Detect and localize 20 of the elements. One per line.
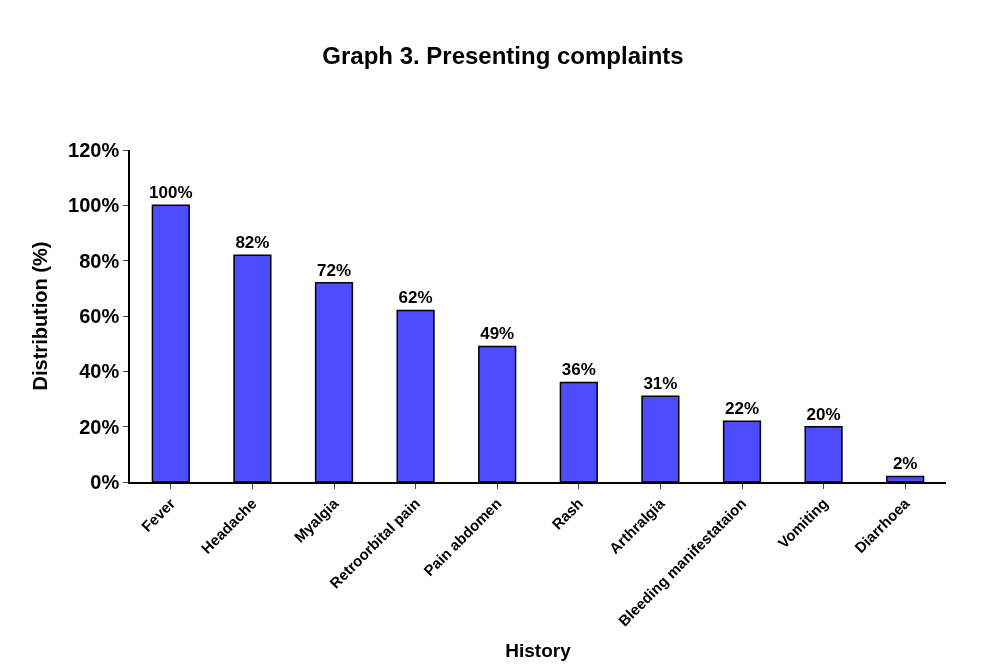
- data-label: 31%: [643, 374, 678, 394]
- data-label: 22%: [724, 399, 760, 419]
- data-label: 82%: [235, 233, 270, 253]
- y-tick-label: 100%: [68, 194, 120, 217]
- data-label: 36%: [561, 360, 596, 380]
- data-label: 20%: [806, 404, 841, 424]
- data-label: 100%: [149, 183, 193, 203]
- y-tick-label: 20%: [79, 415, 120, 438]
- y-tick-label: 60%: [79, 305, 120, 327]
- y-tick-label: 80%: [79, 249, 120, 272]
- data-label: 62%: [398, 288, 433, 308]
- y-axis-title: Distribution (%): [29, 241, 52, 391]
- data-label: 49%: [480, 324, 515, 344]
- data-label: 2%: [892, 454, 918, 474]
- y-tick-label: 120%: [68, 139, 120, 161]
- data-label: 72%: [316, 260, 352, 280]
- y-tick-label: 40%: [79, 360, 120, 383]
- y-tick-label: 0%: [90, 471, 120, 493]
- chart-title: Graph 3. Presenting complaints: [322, 41, 684, 69]
- x-axis-title: History: [505, 639, 572, 661]
